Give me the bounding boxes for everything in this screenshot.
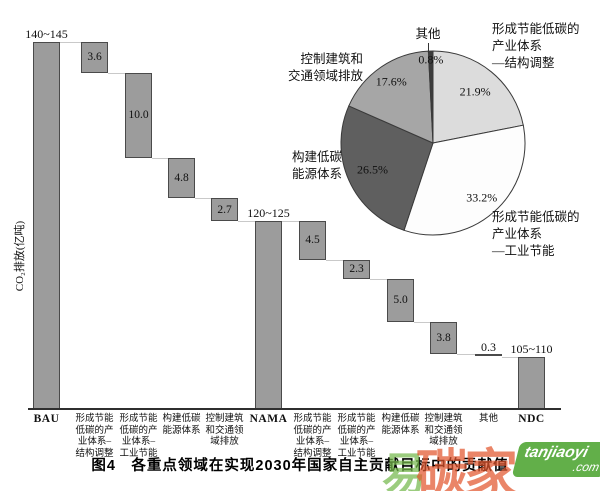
waterfall-connector — [152, 157, 168, 159]
pie-label-industrial-saving: 形成节能低碳的 产业体系 —工业节能 — [492, 210, 580, 258]
waterfall-bar: 2.7 — [211, 198, 238, 222]
waterfall-bar: 3.8 — [430, 321, 457, 354]
waterfall-connector — [414, 321, 430, 323]
pie-label-low-carbon-energy: 构建低碳 能源体系 — [292, 150, 343, 181]
category-label: 控制建筑 和交通领 域排放 — [205, 414, 244, 447]
waterfall-bar — [33, 42, 60, 409]
waterfall-bar: 4.5 — [299, 221, 326, 260]
pie-label-structure-adjustment: 形成节能低碳的 产业体系 —结构调整 — [492, 22, 580, 70]
category-label: 形成节能 低碳的产 业体系– 结构调整 — [293, 414, 332, 459]
pie-slice — [348, 50, 434, 144]
category-label: 其他 — [478, 414, 498, 424]
pie-label-other: 其他 — [415, 27, 441, 41]
waterfall-bar: 3.6 — [81, 42, 108, 73]
waterfall-bar: 5.0 — [387, 279, 414, 322]
waterfall-connector — [60, 42, 81, 43]
waterfall-connector — [326, 259, 343, 261]
category-label: NAMA — [249, 413, 288, 425]
waterfall-bar: 10.0 — [125, 72, 152, 158]
waterfall-bar: 2.3 — [343, 259, 370, 280]
category-label: 形成节能 低碳的产 业体系– 工业节能 — [119, 414, 158, 459]
category-label: 构建低碳 能源体系 — [381, 414, 420, 436]
figure-caption: 图4 各重点领域在实现2030年国家自主贡献目标中的贡献值 — [91, 458, 509, 474]
waterfall-connector — [195, 198, 211, 200]
bar-value-label: 2.7 — [217, 203, 232, 216]
pie-slice — [432, 50, 524, 144]
pie-percent-label: 26.5% — [357, 162, 388, 177]
category-label: 形成节能 低碳的产 业体系– 工业节能 — [337, 414, 376, 459]
waterfall-bar — [518, 356, 545, 409]
range-label: 105~110 — [510, 341, 553, 356]
bar-value-label: 2.3 — [349, 263, 364, 276]
bar-value-label: 10.0 — [128, 109, 149, 122]
pie-percent-label: 17.6% — [375, 74, 407, 89]
pie-slice — [340, 105, 434, 231]
range-label: 140~145 — [25, 27, 68, 41]
waterfall-connector — [108, 72, 125, 74]
waterfall-connector — [370, 279, 387, 281]
waterfall-bar — [475, 353, 502, 357]
category-label: 形成节能 低碳的产 业体系– 结构调整 — [75, 414, 114, 459]
y-axis-label: CO₂排放(亿吨) — [14, 220, 26, 292]
pie-leader-line — [428, 43, 429, 53]
pie-percent-label: 0.8% — [418, 52, 444, 67]
waterfall-connector — [238, 221, 255, 223]
category-label: BAU — [33, 413, 60, 425]
category-label: NDC — [518, 413, 545, 425]
waterfall-bar: 4.8 — [168, 157, 195, 199]
pie-label-building-transport: 控制建筑和 交通领域排放 — [287, 52, 363, 83]
bar-value-label: 4.8 — [174, 171, 189, 184]
waterfall-bar — [255, 221, 282, 409]
pie-slice — [403, 124, 526, 236]
x-axis-line — [28, 408, 561, 410]
bar-value-label: 3.8 — [436, 331, 451, 344]
waterfall-connector — [502, 356, 518, 358]
category-label: 控制建筑 和交通领 域排放 — [424, 414, 463, 447]
pie-chart — [340, 50, 526, 236]
range-label: 120~125 — [247, 206, 290, 221]
waterfall-connector — [282, 221, 299, 223]
pie-percent-label: 21.9% — [459, 84, 491, 99]
bar-value-label: 4.5 — [305, 234, 320, 247]
bar-value-label: 5.0 — [393, 294, 408, 307]
pie-percent-label: 33.2% — [466, 190, 498, 205]
waterfall-connector — [457, 353, 475, 355]
bar-value-label: 0.3 — [481, 339, 496, 354]
bar-value-label: 3.6 — [87, 51, 102, 64]
category-label: 构建低碳 能源体系 — [162, 414, 201, 436]
